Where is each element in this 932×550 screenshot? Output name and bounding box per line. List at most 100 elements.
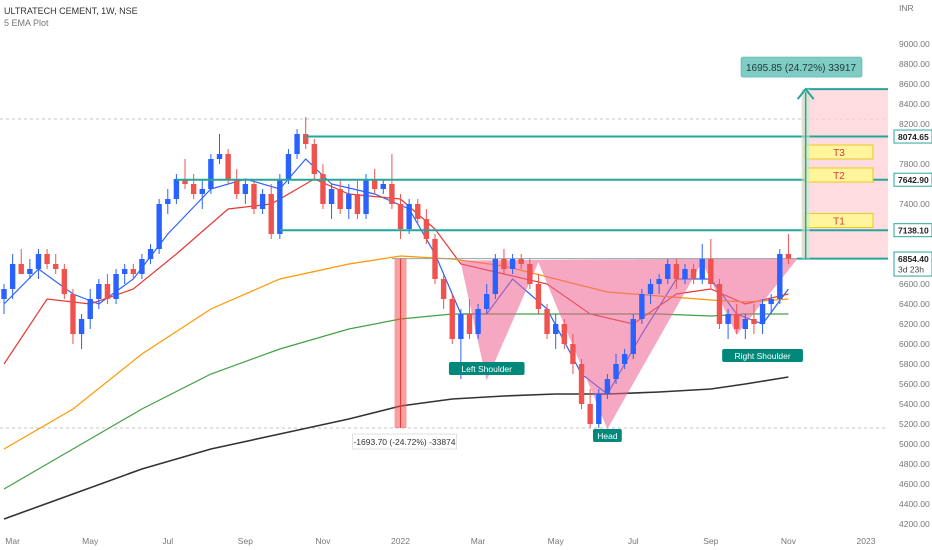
candle	[147, 244, 154, 264]
candle	[303, 117, 309, 149]
candle-body	[440, 279, 447, 299]
annotation-label: Left Shoulder	[448, 362, 525, 375]
candle	[518, 254, 524, 269]
candle-body	[363, 179, 369, 214]
x-tick-label: 2022	[391, 536, 410, 546]
candle	[440, 274, 447, 309]
candle	[156, 199, 162, 254]
candle	[18, 249, 24, 274]
measure-up-label-bg	[740, 56, 863, 78]
candle	[682, 264, 688, 284]
candle-body	[87, 299, 93, 319]
candle-body	[139, 259, 145, 274]
candle-body	[432, 239, 438, 279]
candle	[475, 304, 481, 339]
y-tick-label: 9000.00	[899, 39, 930, 49]
candle	[630, 314, 636, 359]
candle-body	[165, 199, 171, 204]
price-tag: 7138.10	[893, 223, 932, 238]
candle	[501, 249, 507, 274]
candle-body	[777, 254, 783, 299]
annotation-text: Head	[597, 431, 618, 441]
candle-body	[242, 184, 249, 194]
y-tick-label: 8800.00	[899, 59, 930, 69]
candle-body	[78, 319, 85, 334]
target-box-t2: T2	[804, 167, 874, 183]
currency-label: INR	[899, 3, 914, 13]
candle	[552, 314, 559, 349]
candle	[587, 389, 593, 428]
candle-body	[1, 289, 7, 299]
candle	[699, 244, 705, 284]
candle	[104, 274, 111, 304]
y-tick-label: 5200.00	[899, 419, 930, 429]
candle-body	[665, 264, 671, 279]
candle	[363, 174, 369, 219]
candle	[337, 179, 343, 214]
candle-body	[759, 304, 766, 324]
candle-body	[199, 189, 205, 194]
candle-body	[527, 264, 533, 284]
candle-body	[18, 264, 24, 274]
candle	[216, 134, 223, 164]
candle	[397, 194, 404, 239]
candle	[251, 179, 257, 214]
candle-body	[699, 259, 705, 279]
candle	[535, 274, 542, 314]
candle	[130, 264, 136, 279]
annotation-text: Left Shoulder	[461, 364, 512, 374]
measure-down-label-bg	[352, 433, 457, 450]
candle-body	[70, 294, 76, 334]
candle	[44, 249, 50, 269]
candle-body	[734, 314, 740, 329]
annotation-bg	[722, 349, 803, 362]
candle	[647, 279, 654, 304]
annotation-label: Right Shoulder	[722, 349, 803, 362]
candle-body	[225, 154, 231, 179]
candle	[277, 174, 283, 239]
candle-body	[268, 194, 274, 234]
candle-body	[259, 194, 266, 209]
candle	[242, 179, 249, 204]
candle-body	[44, 254, 50, 264]
candle	[139, 254, 145, 279]
candle-body	[613, 364, 619, 379]
price-tag-text: 7138.10	[898, 226, 929, 236]
price-tag-text: 8074.65	[898, 132, 929, 142]
candle	[690, 264, 697, 284]
candle-body	[544, 309, 550, 334]
y-tick-label: 6600.00	[899, 279, 930, 289]
y-tick-label: 4400.00	[899, 499, 930, 509]
candle-body	[234, 179, 240, 194]
annotation-layer: Left Shoulder Head Right Shoulder	[448, 349, 803, 442]
target-box-label: T1	[833, 217, 845, 228]
candle-body	[320, 174, 326, 204]
y-tick-label: 8600.00	[899, 79, 930, 89]
candle-body	[346, 194, 352, 209]
candle-body	[251, 184, 257, 209]
candle-body	[466, 314, 473, 334]
price-tag-bg	[893, 251, 932, 277]
candle	[613, 354, 619, 384]
candle	[785, 234, 792, 264]
price-tag-bg	[893, 129, 932, 144]
x-tick-label: Nov	[315, 536, 331, 546]
measure-up-text: 1695.85 (24.72%) 33917	[746, 63, 857, 74]
candle-layer	[1, 117, 792, 428]
candle-body	[53, 264, 59, 269]
candle	[199, 179, 205, 209]
x-tick-label: Mar	[5, 536, 20, 546]
price-tag: 8074.65	[893, 129, 932, 144]
candle	[225, 149, 231, 184]
candle	[259, 189, 266, 214]
y-tick-label: 5000.00	[899, 439, 930, 449]
candle	[354, 179, 361, 219]
x-tick-label: Sep	[703, 536, 718, 546]
candle	[380, 179, 386, 194]
candle-body	[380, 184, 386, 189]
candle-body	[9, 264, 16, 289]
candle	[432, 234, 438, 284]
candle	[406, 199, 412, 234]
candle-body	[604, 379, 611, 394]
